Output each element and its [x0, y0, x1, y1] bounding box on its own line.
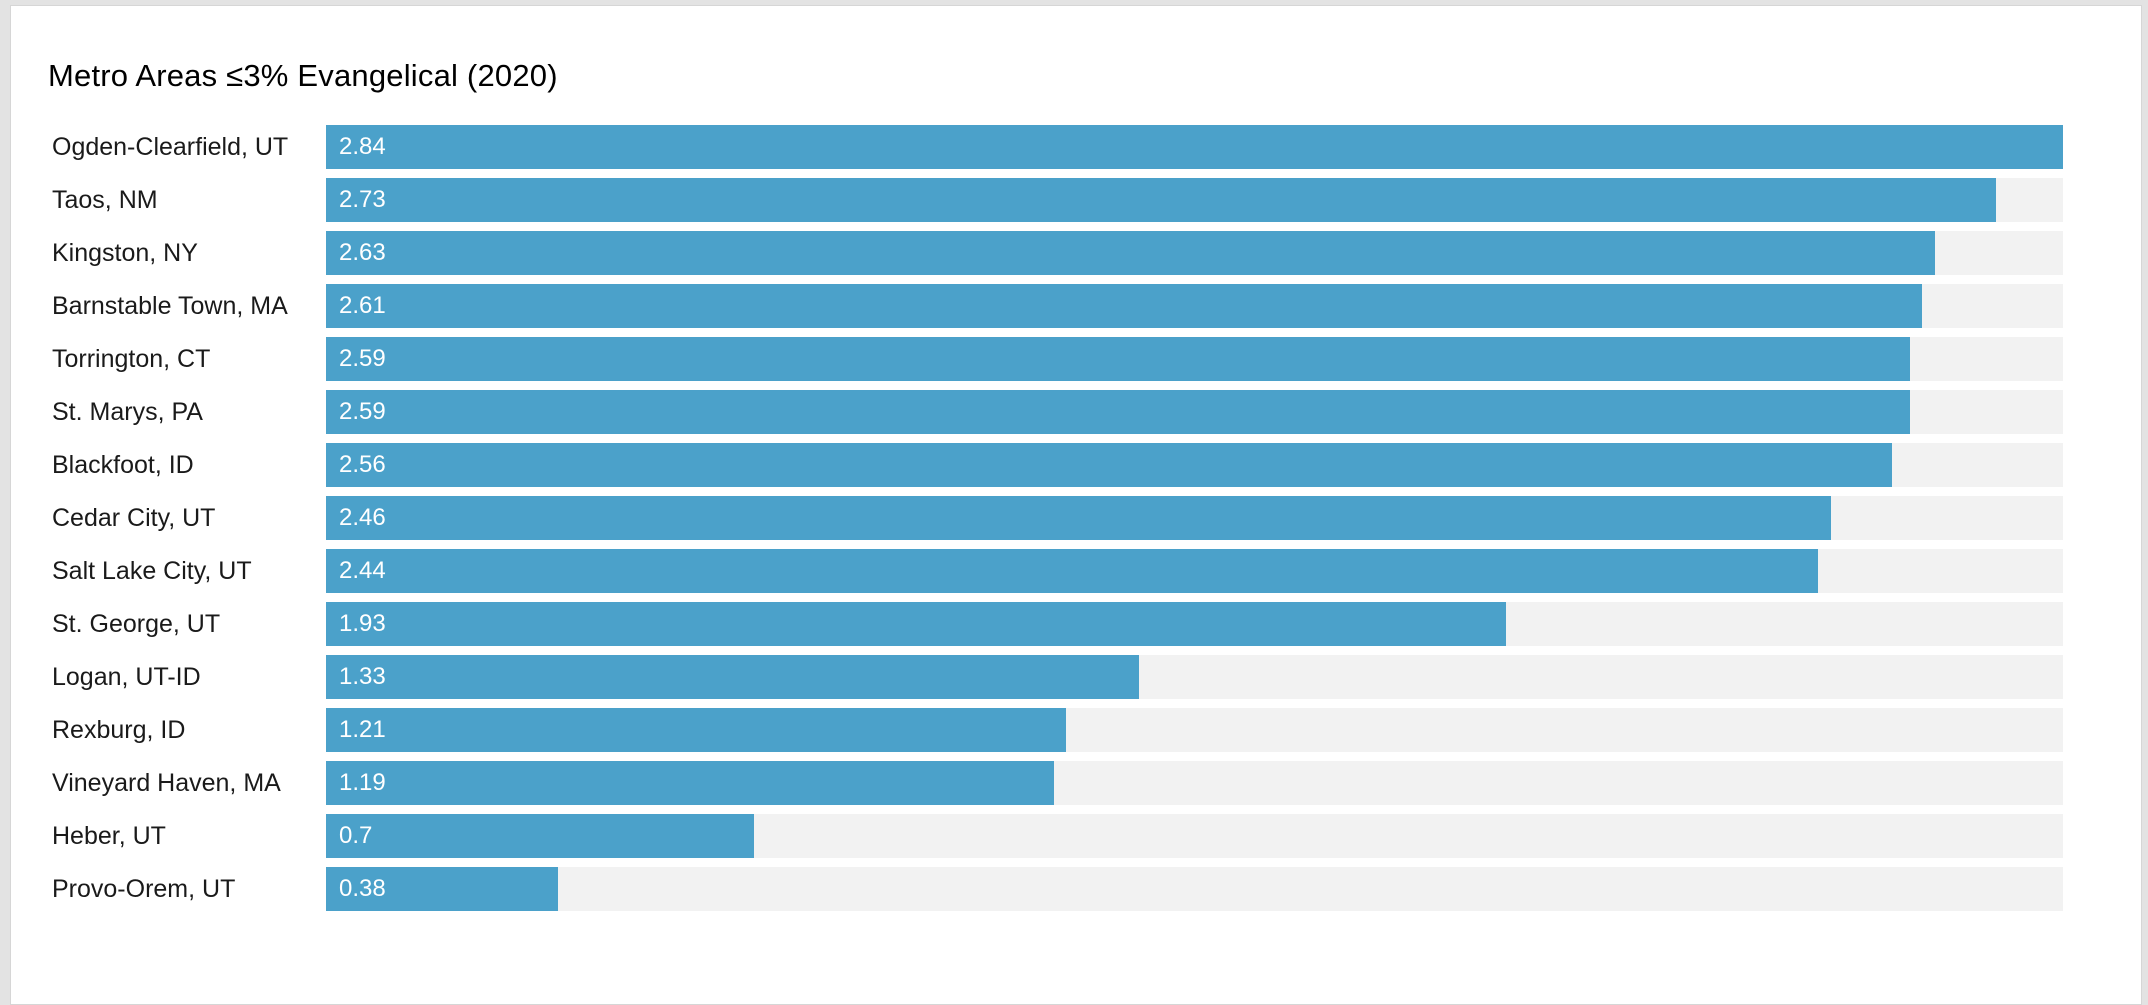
chart-row: Barnstable Town, MA 2.61: [52, 284, 2141, 328]
value-bar: 2.59: [326, 337, 1911, 381]
bar-track: 2.56: [326, 443, 2063, 487]
metro-area-label: St. Marys, PA: [52, 397, 203, 426]
bar-track: 2.61: [326, 284, 2063, 328]
bar-track: 1.21: [326, 708, 2063, 752]
bar-value-label: 2.59: [339, 398, 386, 425]
chart-row: Torrington, CT 2.59: [52, 337, 2141, 381]
bar-value-label: 0.7: [339, 822, 373, 849]
value-bar: 2.44: [326, 549, 1819, 593]
bar-value-label: 2.56: [339, 451, 386, 478]
chart-title: Metro Areas ≤3% Evangelical (2020): [48, 58, 558, 93]
value-bar: 1.21: [326, 708, 1067, 752]
metro-area-label: Salt Lake City, UT: [52, 556, 252, 585]
bar-track: 2.46: [326, 496, 2063, 540]
metro-area-label: Cedar City, UT: [52, 503, 216, 532]
value-bar: 2.59: [326, 390, 1911, 434]
chart-row: Taos, NM 2.73: [52, 178, 2141, 222]
bar-track: 2.73: [326, 178, 2063, 222]
bar-track: 2.44: [326, 549, 2063, 593]
chart-row: Blackfoot, ID 2.56: [52, 443, 2141, 487]
metro-area-label: Taos, NM: [52, 185, 158, 214]
value-bar: 2.63: [326, 231, 1935, 275]
chart-row: Logan, UT-ID 1.33: [52, 655, 2141, 699]
value-bar: 1.93: [326, 602, 1507, 646]
metro-area-label: Torrington, CT: [52, 344, 211, 373]
bar-track: 0.38: [326, 867, 2063, 911]
chart-row: Provo-Orem, UT 0.38: [52, 867, 2141, 911]
bar-track: 1.19: [326, 761, 2063, 805]
chart-row: Vineyard Haven, MA 1.19: [52, 761, 2141, 805]
metro-area-label: Vineyard Haven, MA: [52, 768, 281, 797]
bar-value-label: 2.73: [339, 186, 386, 213]
value-bar: 2.46: [326, 496, 1831, 540]
bar-chart: Ogden-Clearfield, UT 2.84 Taos, NM 2.73 …: [52, 125, 2141, 911]
bar-track: 2.59: [326, 337, 2063, 381]
bar-value-label: 2.61: [339, 292, 386, 319]
value-bar: 2.61: [326, 284, 1923, 328]
bar-track: 0.7: [326, 814, 2063, 858]
bar-value-label: 1.93: [339, 610, 386, 637]
chart-row: Rexburg, ID 1.21: [52, 708, 2141, 752]
metro-area-label: Logan, UT-ID: [52, 662, 201, 691]
bar-value-label: 2.46: [339, 504, 386, 531]
bar-value-label: 2.59: [339, 345, 386, 372]
chart-row: St. George, UT 1.93: [52, 602, 2141, 646]
chart-row: Heber, UT 0.7: [52, 814, 2141, 858]
bar-value-label: 2.84: [339, 133, 386, 160]
bar-value-label: 1.19: [339, 769, 386, 796]
metro-area-label: Rexburg, ID: [52, 715, 186, 744]
bar-value-label: 0.38: [339, 875, 386, 902]
metro-area-label: Barnstable Town, MA: [52, 291, 288, 320]
chart-row: St. Marys, PA 2.59: [52, 390, 2141, 434]
metro-area-label: St. George, UT: [52, 609, 221, 638]
value-bar: 2.56: [326, 443, 1892, 487]
chart-row: Ogden-Clearfield, UT 2.84: [52, 125, 2141, 169]
metro-area-label: Heber, UT: [52, 821, 166, 850]
bar-track: 1.93: [326, 602, 2063, 646]
value-bar: 1.33: [326, 655, 1140, 699]
metro-area-label: Ogden-Clearfield, UT: [52, 132, 289, 161]
value-bar: 0.38: [326, 867, 559, 911]
chart-row: Kingston, NY 2.63: [52, 231, 2141, 275]
metro-area-label: Kingston, NY: [52, 238, 198, 267]
chart-card: Metro Areas ≤3% Evangelical (2020) Ogden…: [10, 5, 2142, 1005]
chart-row: Salt Lake City, UT 2.44: [52, 549, 2141, 593]
bar-track: 2.63: [326, 231, 2063, 275]
value-bar: 2.73: [326, 178, 1996, 222]
value-bar: 1.19: [326, 761, 1054, 805]
bar-track: 2.59: [326, 390, 2063, 434]
bar-value-label: 2.63: [339, 239, 386, 266]
metro-area-label: Blackfoot, ID: [52, 450, 194, 479]
chart-row: Cedar City, UT 2.46: [52, 496, 2141, 540]
bar-value-label: 1.33: [339, 663, 386, 690]
value-bar: 0.7: [326, 814, 755, 858]
value-bar: 2.84: [326, 125, 2063, 169]
bar-value-label: 2.44: [339, 557, 386, 584]
bar-track: 1.33: [326, 655, 2063, 699]
bar-value-label: 1.21: [339, 716, 386, 743]
metro-area-label: Provo-Orem, UT: [52, 874, 236, 903]
bar-track: 2.84: [326, 125, 2063, 169]
